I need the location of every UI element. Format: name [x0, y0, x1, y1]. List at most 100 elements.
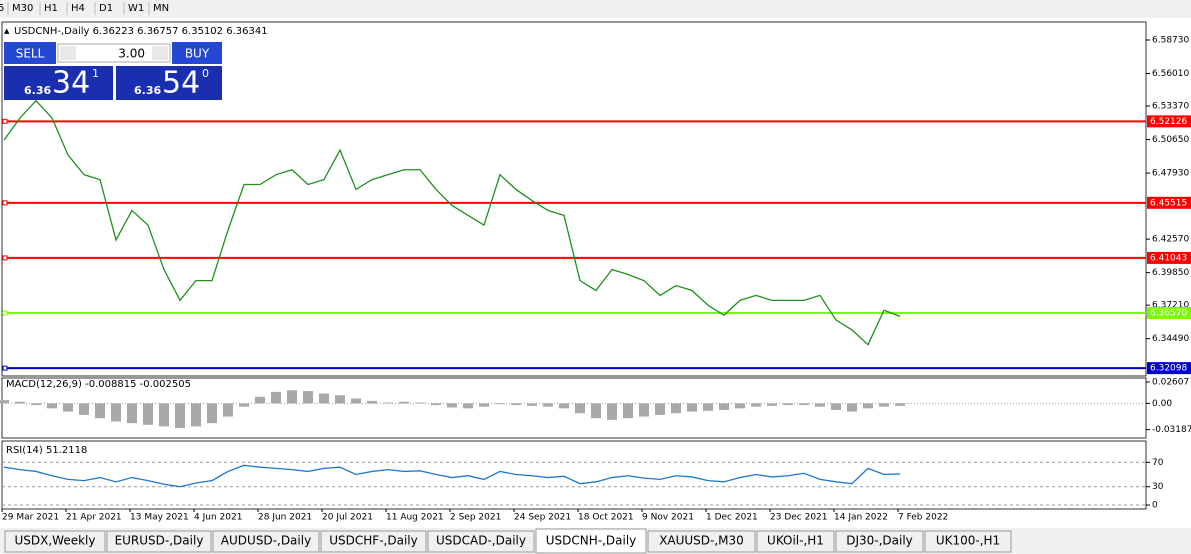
histogram-bar	[799, 403, 809, 406]
level-handle[interactable]	[2, 310, 8, 316]
histogram-bar	[255, 396, 265, 404]
level-tag	[1147, 251, 1191, 264]
y-tick-label: 0.00	[1152, 399, 1172, 409]
x-tick-label: 7 Feb 2022	[898, 513, 948, 523]
symbol-tab-label: USDCAD-,Daily	[436, 534, 526, 548]
buy-button[interactable]	[172, 42, 222, 64]
timeframe-button[interactable]: D1	[99, 3, 113, 14]
symbol-tab[interactable]	[4, 530, 106, 553]
symbol-tab[interactable]	[535, 528, 647, 554]
histogram-bar	[719, 403, 729, 410]
histogram-bar	[287, 390, 297, 404]
symbol-tab[interactable]	[427, 530, 535, 553]
timeframe-button[interactable]: 5	[0, 3, 4, 14]
buy-price-big: 6.36	[134, 84, 161, 97]
timeframe-button[interactable]: MN	[153, 3, 169, 14]
symbol-tab-label: UKOil-,H1	[767, 534, 824, 548]
histogram-bar	[79, 403, 89, 415]
x-tick-label: 11 Aug 2021	[386, 513, 444, 523]
histogram-bar	[895, 403, 905, 406]
y-tick-label: 0.02607	[1152, 377, 1189, 387]
level-handle[interactable]	[2, 118, 8, 124]
histogram-bar	[303, 391, 313, 404]
level-handle[interactable]	[2, 255, 8, 261]
symbol-tab[interactable]	[212, 530, 320, 553]
y-tick-label: 6.34490	[1152, 334, 1189, 344]
chart-bg	[0, 18, 1191, 528]
x-tick-label: 14 Jan 2022	[834, 513, 888, 523]
symbol-tab[interactable]	[320, 530, 427, 553]
buy-price-box[interactable]	[116, 66, 222, 100]
sell-label: SELL	[16, 47, 45, 61]
histogram-bar	[31, 403, 41, 406]
histogram-bar	[463, 403, 473, 409]
histogram-bar	[591, 403, 601, 419]
x-tick-label: 18 Oct 2021	[578, 513, 634, 523]
lot-up[interactable]	[152, 46, 168, 60]
symbol-tab[interactable]	[924, 530, 1012, 553]
histogram-bar	[271, 391, 281, 404]
lot-value: 3.00	[118, 47, 145, 61]
x-tick-label: 13 May 2021	[130, 513, 189, 523]
rsi-title: RSI(14) 51.2118	[6, 445, 87, 456]
x-tick-label: 20 Jul 2021	[322, 513, 373, 523]
symbol-tab[interactable]	[835, 530, 924, 553]
histogram-bar	[479, 403, 489, 407]
histogram-bar	[527, 403, 537, 406]
histogram-bar	[671, 403, 681, 414]
sell-button[interactable]	[4, 42, 56, 64]
histogram-bar	[879, 403, 889, 407]
toolbar-bg	[0, 0, 1191, 18]
price-line	[3, 99, 901, 346]
collapse-icon[interactable]: ▲	[4, 27, 10, 35]
timeframe-button[interactable]: H4	[71, 3, 85, 14]
symbol-tab[interactable]	[647, 530, 756, 553]
buy-price-pips: 54	[162, 66, 200, 101]
timeframe-button[interactable]: M30	[12, 3, 33, 14]
histogram-bar	[15, 401, 25, 404]
level-tag	[1147, 307, 1191, 320]
buy-price-point: 0	[202, 67, 209, 80]
histogram-bar	[223, 403, 233, 417]
histogram-bar	[415, 402, 425, 404]
symbol-tab-label: USDCHF-,Daily	[329, 534, 417, 548]
histogram-bar	[0, 400, 9, 404]
sell-price-point: 1	[92, 67, 99, 80]
histogram-bar	[175, 403, 185, 429]
timeframe-button[interactable]: W1	[128, 3, 144, 14]
histogram-bar	[159, 403, 169, 427]
histogram-bar	[815, 403, 825, 407]
symbol-tab-label: USDCNH-,Daily	[546, 534, 637, 548]
macd-title: MACD(12,26,9) -0.008815 -0.002505	[6, 379, 191, 390]
histogram-bar	[447, 403, 457, 408]
symbol-tab[interactable]	[106, 530, 212, 553]
y-tick-label: -0.031872	[1152, 425, 1191, 435]
main-panel	[1, 21, 1147, 377]
histogram-bar	[767, 403, 777, 406]
symbol-tab[interactable]	[756, 530, 835, 553]
level-handle[interactable]	[2, 365, 8, 371]
histogram-bar	[607, 403, 617, 420]
histogram-bar	[47, 403, 57, 409]
x-tick-label: 28 Jun 2021	[258, 513, 312, 523]
lot-down[interactable]	[60, 46, 76, 60]
histogram-bar	[495, 403, 505, 405]
timeframe-button[interactable]: H1	[44, 3, 58, 14]
histogram-bar	[751, 403, 761, 407]
macd-panel	[1, 377, 1147, 439]
y-tick-label: 6.50650	[1152, 135, 1189, 145]
sell-price-box[interactable]	[4, 66, 113, 100]
histogram-bar	[511, 403, 521, 406]
symbol-tab-label: DJ30-,Daily	[846, 534, 913, 548]
y-tick-label: 0	[1152, 501, 1158, 511]
sell-price-big: 6.36	[24, 84, 51, 97]
buy-label: BUY	[185, 47, 210, 61]
x-tick-label: 9 Nov 2021	[642, 513, 694, 523]
y-tick-label: 6.39850	[1152, 268, 1189, 278]
level-handle[interactable]	[2, 200, 8, 206]
lot-input[interactable]	[57, 43, 171, 63]
symbol-tab-label: XAUUSD-,M30	[659, 534, 744, 548]
price-line	[3, 464, 901, 488]
histogram-bar	[735, 403, 745, 409]
